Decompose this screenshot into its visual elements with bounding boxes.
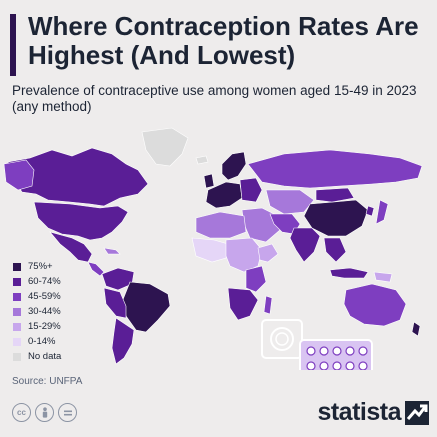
region-caribbean	[103, 247, 121, 255]
legend-label: No data	[28, 351, 62, 362]
region-papua	[373, 271, 393, 283]
region-new-zealand	[411, 321, 421, 337]
legend-label: 0-14%	[28, 336, 56, 347]
region-east-africa	[245, 265, 267, 293]
legend-label: 75%+	[28, 261, 53, 272]
region-western-europe	[205, 181, 243, 209]
chart-title: Where Contraception Rates Are Highest (A…	[28, 11, 419, 70]
region-central-africa	[225, 237, 263, 273]
region-scandinavia	[221, 151, 247, 181]
brand-name: statista	[317, 398, 401, 426]
pill-pack-icon	[299, 339, 373, 370]
region-southeast-asia	[323, 237, 347, 263]
legend-label: 45-59%	[28, 291, 61, 302]
legend-swatch	[12, 306, 22, 317]
region-mongolia	[315, 187, 355, 203]
legend-item: 60-74%	[12, 275, 61, 288]
statista-logo[interactable]: statista	[317, 398, 429, 427]
region-usa	[33, 201, 129, 241]
region-southern-africa	[227, 287, 259, 321]
source-note: Source: UNFPA	[12, 376, 83, 387]
region-alaska	[3, 159, 35, 191]
region-eastern-europe	[239, 177, 263, 203]
region-central-america	[87, 261, 105, 277]
region-central-asia	[265, 189, 315, 215]
region-canada	[7, 147, 149, 207]
legend-swatch	[12, 291, 22, 302]
region-west-africa	[191, 237, 229, 263]
cc-icon[interactable]: cc	[12, 403, 31, 422]
world-map	[3, 127, 423, 370]
condom-packet-icon	[261, 319, 303, 359]
title-accent-bar	[10, 14, 16, 76]
region-korea	[365, 205, 375, 217]
region-japan	[375, 199, 389, 225]
legend-item: 0-14%	[12, 335, 61, 348]
region-brazil	[121, 281, 171, 333]
legend-label: 30-44%	[28, 306, 61, 317]
legend-swatch	[12, 276, 22, 287]
legend-label: 60-74%	[28, 276, 61, 287]
region-uk	[203, 173, 215, 189]
region-horn-of-africa	[257, 243, 279, 263]
region-north-africa	[195, 211, 247, 239]
region-iceland	[195, 155, 209, 165]
legend-swatch	[12, 321, 22, 332]
legend-item: 75%+	[12, 260, 61, 273]
region-argentina-chile	[111, 317, 135, 365]
region-middle-east	[241, 207, 281, 243]
region-madagascar	[263, 295, 273, 315]
nd-icon[interactable]	[58, 403, 77, 422]
region-peru-bolivia	[103, 287, 127, 319]
legend-swatch	[12, 261, 22, 272]
chart-subtitle: Prevalence of contraceptive use among wo…	[12, 83, 417, 114]
region-australia	[343, 283, 407, 327]
region-greenland	[141, 127, 189, 167]
legend-label: 15-29%	[28, 321, 61, 332]
region-russia	[247, 149, 423, 189]
legend-item: 30-44%	[12, 305, 61, 318]
region-china	[303, 199, 369, 237]
region-india	[289, 227, 321, 263]
legend-item: No data	[12, 350, 61, 363]
legend-swatch	[12, 336, 22, 347]
legend-swatch	[12, 351, 22, 362]
license-icons: cc	[12, 403, 77, 422]
map-legend: 75%+ 60-74% 45-59% 30-44% 15-29% 0-14% N…	[12, 260, 61, 365]
legend-item: 15-29%	[12, 320, 61, 333]
by-icon[interactable]	[35, 403, 54, 422]
region-indonesia	[329, 267, 369, 279]
statista-logo-icon	[405, 400, 429, 425]
legend-item: 45-59%	[12, 290, 61, 303]
